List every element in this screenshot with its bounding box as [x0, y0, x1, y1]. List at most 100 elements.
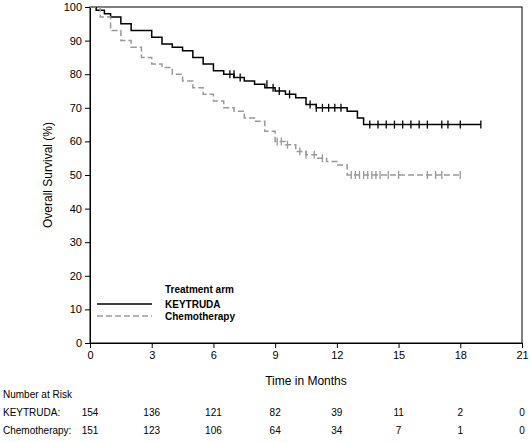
x-tick-label: 6 [211, 349, 217, 361]
y-tick-mark [85, 108, 90, 109]
x-tick-label: 15 [393, 349, 405, 361]
y-tick: 40 [70, 203, 90, 215]
y-tick: 70 [70, 102, 90, 114]
y-tick: 80 [70, 68, 90, 80]
y-tick-label: 50 [70, 169, 82, 181]
at-risk-value: 7 [396, 425, 402, 436]
censor-mark [299, 147, 300, 155]
y-tick: 20 [70, 270, 90, 282]
x-tick-label: 9 [273, 349, 279, 361]
legend-swatch [97, 303, 152, 305]
censor-mark [388, 171, 389, 179]
at-risk-row-label: KEYTRUDA: [3, 407, 60, 418]
x-tick-label: 3 [149, 349, 155, 361]
censor-mark [355, 171, 356, 179]
censor-mark [305, 151, 306, 159]
at-risk-value: 123 [143, 425, 160, 436]
legend-swatch [97, 315, 152, 317]
x-axis-line [91, 344, 523, 349]
y-tick-label: 90 [70, 35, 82, 47]
at-risk-value: 121 [205, 407, 222, 418]
censor-mark [229, 70, 230, 78]
censor-mark [272, 84, 273, 92]
at-risk-value: 0 [519, 407, 525, 418]
x-tick-mark [460, 343, 461, 348]
y-tick-label: 70 [70, 102, 82, 114]
at-risk-table: Number at RiskKEYTRUDA:15413612182391120… [3, 389, 525, 436]
y-tick-mark [85, 7, 90, 8]
censor-mark [287, 141, 288, 149]
x-tick: 0 [87, 343, 93, 361]
x-tick-label: 12 [331, 349, 343, 361]
censor-mark [340, 104, 341, 112]
y-tick-label: 40 [70, 203, 82, 215]
y-tick-mark [85, 242, 90, 243]
at-risk-value: 106 [205, 425, 222, 436]
at-risk-title: Number at Risk [3, 389, 73, 400]
censor-mark [460, 121, 461, 129]
y-tick-mark [85, 309, 90, 310]
y-tick-mark [85, 343, 90, 344]
at-risk-value: 154 [82, 407, 99, 418]
censor-mark [240, 74, 241, 82]
censor-mark [371, 171, 372, 179]
legend: Treatment arm KEYTRUDAChemotherapy [97, 284, 235, 322]
censor-mark [351, 171, 352, 179]
censor-mark [375, 171, 376, 179]
y-tick-label: 80 [70, 68, 82, 80]
censor-mark [402, 121, 403, 129]
y-tick-mark [85, 175, 90, 176]
censor-mark [460, 171, 461, 179]
censor-mark [363, 171, 364, 179]
x-tick-label: 0 [87, 349, 93, 361]
y-tick-label: 100 [64, 1, 82, 13]
x-tick: 15 [393, 343, 405, 361]
y-tick-label: 10 [70, 303, 82, 315]
at-risk-value: 11 [393, 407, 404, 418]
at-risk-value: 136 [143, 407, 160, 418]
x-tick: 9 [273, 343, 279, 361]
y-tick: 50 [70, 169, 90, 181]
y-tick-label: 30 [70, 236, 82, 248]
y-tick: 0 [76, 337, 90, 349]
censor-mark [435, 171, 436, 179]
censor-mark [334, 104, 335, 112]
censor-mark [289, 90, 290, 98]
at-risk-value: 2 [458, 407, 464, 418]
y-tick: 30 [70, 236, 90, 248]
x-tick-mark [399, 343, 400, 348]
x-tick: 6 [211, 343, 217, 361]
censor-mark [266, 80, 267, 88]
x-axis: 0 3 6 9 12 15 18 21 [87, 343, 528, 361]
at-risk-value: 151 [82, 425, 99, 436]
censor-mark [328, 104, 329, 112]
censor-mark [316, 104, 317, 112]
legend-label: KEYTRUDA [165, 299, 221, 310]
censor-mark [314, 151, 315, 159]
y-tick: 90 [70, 35, 90, 47]
x-tick-label: 18 [455, 349, 467, 361]
x-tick-label: 21 [516, 349, 528, 361]
x-tick-mark [213, 343, 214, 348]
censor-mark [359, 171, 360, 179]
y-tick-mark [85, 276, 90, 277]
legend-title: Treatment arm [165, 284, 234, 295]
censor-mark [386, 121, 387, 129]
censor-mark [309, 100, 310, 108]
censor-mark [441, 171, 442, 179]
y-tick-mark [85, 141, 90, 142]
censor-mark [322, 104, 323, 112]
x-tick: 21 [516, 343, 528, 361]
y-tick-label: 60 [70, 135, 82, 147]
y-axis: 0 10 20 30 40 50 60 70 80 90 100 [64, 1, 91, 349]
censor-mark [322, 154, 323, 162]
x-axis-title: Time in Months [265, 374, 347, 388]
at-risk-row-label: Chemotherapy: [3, 425, 71, 436]
y-tick-mark [85, 209, 90, 210]
censor-mark [410, 121, 411, 129]
survival-curve [90, 7, 481, 125]
censor-mark [394, 121, 395, 129]
censor-mark [279, 87, 280, 95]
at-risk-value: 39 [331, 407, 343, 418]
legend-label: Chemotherapy [165, 311, 235, 322]
